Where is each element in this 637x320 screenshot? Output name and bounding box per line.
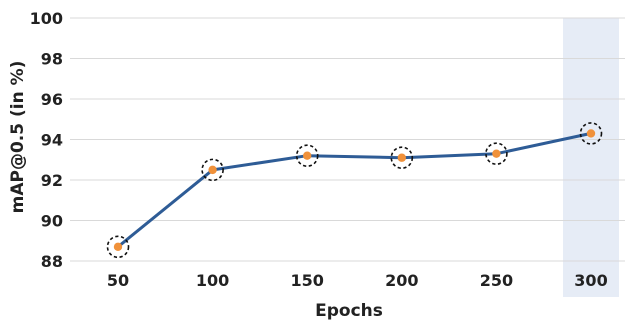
x-tick-label-200: 200: [385, 271, 418, 290]
data-point-200: [397, 153, 406, 162]
grid-layer: [70, 17, 625, 262]
y-tick-label-100: 100: [30, 9, 63, 28]
data-point-50: [113, 242, 123, 252]
series-line-0: [117, 131, 592, 248]
x-tick-label-100: 100: [196, 271, 229, 290]
data-point-100: [208, 165, 217, 175]
series-line-layer: [117, 131, 592, 248]
y-tick-label-98: 98: [41, 50, 63, 69]
highlight-band-layer: [563, 18, 619, 297]
point-ring-100: [201, 158, 224, 182]
y-tick-label-96: 96: [41, 90, 63, 109]
y-axis-ticks: 88 90 92 94 96 98 100: [30, 9, 63, 271]
x-axis-label: Epochs: [315, 301, 383, 320]
x-tick-label-150: 150: [290, 271, 323, 290]
data-point-150: [303, 151, 312, 160]
point-ring-300: [579, 122, 603, 145]
x-tick-label-50: 50: [107, 271, 129, 290]
x-tick-label-250: 250: [480, 271, 513, 290]
point-ring-200: [390, 146, 414, 170]
point-ring-250: [485, 142, 508, 165]
y-tick-label-92: 92: [41, 171, 63, 190]
y-tick-label-94: 94: [41, 131, 63, 150]
y-tick-label-88: 88: [41, 252, 63, 271]
y-tick-label-90: 90: [41, 212, 63, 231]
highlight-band: [563, 18, 619, 297]
point-ring-150: [295, 144, 319, 167]
data-point-300: [586, 129, 596, 138]
y-axis-label: mAP@0.5 (in %): [8, 61, 28, 214]
x-tick-label-300: 300: [574, 271, 607, 290]
data-points-layer: [106, 122, 603, 259]
data-point-250: [492, 149, 501, 158]
x-axis-ticks: 50 100 150 200 250 300: [107, 271, 608, 290]
point-ring-50: [106, 235, 130, 259]
